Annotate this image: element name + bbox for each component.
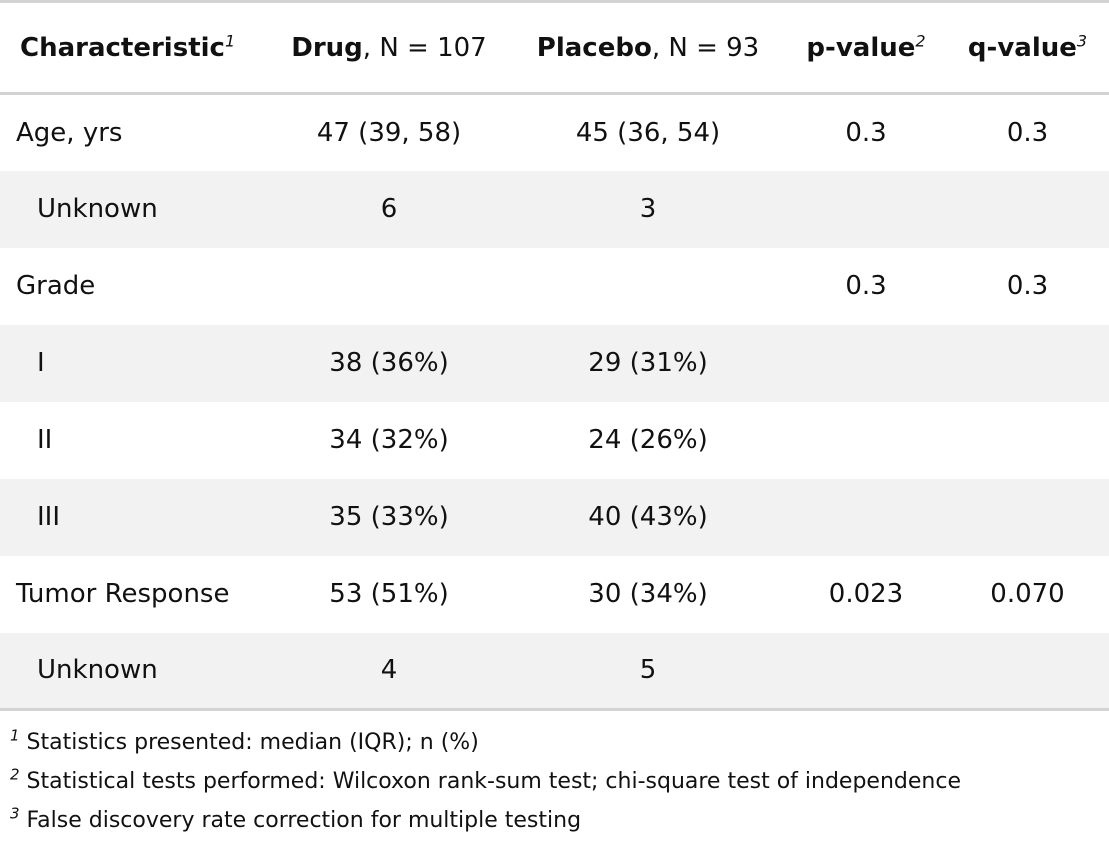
cell-drug: 34 (32%) xyxy=(329,425,449,455)
footnote-text: Statistical tests performed: Wilcoxon ra… xyxy=(26,769,961,794)
cell-placebo: 3 xyxy=(639,194,657,224)
row-label: Unknown xyxy=(0,632,268,711)
footnote-mark: 2 xyxy=(10,765,20,784)
cell-placebo xyxy=(510,248,786,325)
row-label: Grade xyxy=(16,271,96,301)
cell-drug: 6 xyxy=(380,194,398,224)
cell-placebo: 29 (31%) xyxy=(588,348,708,378)
table-row: II 34 (32%) 24 (26%) xyxy=(0,402,1109,479)
cell-drug xyxy=(268,248,510,325)
cell-drug: 47 (39, 58) xyxy=(316,117,462,148)
summary-table: Characteristic1 Drug, N = 107 Placebo, N… xyxy=(0,0,1109,711)
footnote: 3 False discovery rate correction for mu… xyxy=(10,801,1109,840)
table-row: I 38 (36%) 29 (31%) xyxy=(0,324,1109,402)
footnote-mark: 2 xyxy=(915,30,926,50)
table-row: Grade 0.3 0.3 xyxy=(0,248,1109,325)
cell-pvalue: 0.3 xyxy=(845,117,887,148)
footnote-text: Statistics presented: median (IQR); n (%… xyxy=(26,730,479,755)
footnote-mark: 3 xyxy=(10,804,20,823)
row-label: Age, yrs xyxy=(16,117,123,148)
header-placebo: Placebo, N = 93 xyxy=(510,0,786,95)
header-qvalue: q-value3 xyxy=(946,0,1109,95)
header-characteristic: Characteristic1 xyxy=(0,0,268,95)
cell-qvalue xyxy=(946,632,1109,711)
cell-drug: 4 xyxy=(268,632,510,711)
cell-drug: 38 (36%) xyxy=(329,348,449,378)
cell-placebo: 30 (34%) xyxy=(588,579,708,609)
footnote: 2 Statistical tests performed: Wilcoxon … xyxy=(10,762,1109,801)
footnote-text: False discovery rate correction for mult… xyxy=(26,808,582,833)
header-pvalue: p-value2 xyxy=(786,0,946,95)
row-label: III xyxy=(37,502,61,532)
cell-qvalue: 0.3 xyxy=(1006,117,1049,148)
cell-pvalue: 0.3 xyxy=(845,271,887,301)
cell-pvalue xyxy=(786,325,946,402)
cell-pvalue xyxy=(786,632,946,711)
cell-drug: 35 (33%) xyxy=(329,502,449,532)
cell-qvalue xyxy=(946,325,1109,402)
cell-placebo: 5 xyxy=(510,632,786,711)
footnote-mark: 1 xyxy=(224,30,236,50)
footnote-mark: 3 xyxy=(1076,30,1088,50)
cell-qvalue: 0.070 xyxy=(990,579,1065,609)
footnote-mark: 1 xyxy=(10,726,20,745)
cell-pvalue: 0.023 xyxy=(828,579,904,609)
row-label: I xyxy=(37,348,45,378)
table-row: Age, yrs 47 (39, 58) 45 (36, 54) 0.3 0.3 xyxy=(0,94,1109,171)
table-row: Tumor Response 53 (51%) 30 (34%) 0.023 0… xyxy=(0,556,1109,633)
cell-placebo: 24 (26%) xyxy=(588,425,708,455)
table-row: III 35 (33%) 40 (43%) xyxy=(0,478,1109,556)
cell-pvalue xyxy=(786,479,946,556)
cell-qvalue xyxy=(946,479,1109,556)
cell-placebo: 40 (43%) xyxy=(588,502,708,532)
cell-pvalue xyxy=(786,402,946,479)
cell-pvalue xyxy=(786,171,946,248)
footnotes: 1 Statistics presented: median (IQR); n … xyxy=(0,711,1109,840)
cell-drug: 53 (51%) xyxy=(329,579,449,609)
table-row: Unknown 4 5 xyxy=(0,632,1109,711)
header-row: Characteristic1 Drug, N = 107 Placebo, N… xyxy=(0,0,1109,95)
cell-qvalue xyxy=(946,402,1109,479)
header-drug: Drug, N = 107 xyxy=(268,0,510,95)
footnote: 1 Statistics presented: median (IQR); n … xyxy=(10,723,1109,762)
row-label: II xyxy=(37,425,53,455)
table-row: Unknown 6 3 xyxy=(0,170,1109,248)
cell-qvalue xyxy=(946,171,1109,248)
cell-placebo: 45 (36, 54) xyxy=(575,117,721,148)
cell-qvalue: 0.3 xyxy=(1006,271,1049,301)
row-label: Tumor Response xyxy=(16,579,230,609)
row-label: Unknown xyxy=(37,194,158,224)
